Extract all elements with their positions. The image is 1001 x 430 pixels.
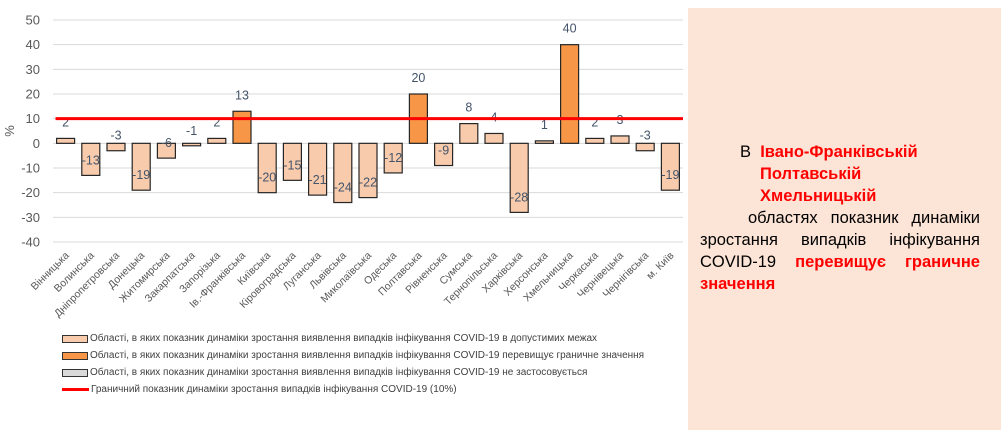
bar-3 xyxy=(131,142,151,191)
y-tick-label: -40 xyxy=(21,235,40,250)
bar-18 xyxy=(509,142,529,213)
data-label: -1 xyxy=(186,124,197,138)
bar-11 xyxy=(333,142,353,204)
bar-6 xyxy=(207,137,227,144)
data-label: 2 xyxy=(213,115,220,129)
summary-panel: В Івано-Франківській Полтавській Хмельни… xyxy=(688,8,1001,430)
data-label: -13 xyxy=(82,153,100,167)
data-label: 2 xyxy=(62,115,69,129)
legend-label: Граничний показник динаміки зростання ви… xyxy=(91,384,457,395)
bar-4 xyxy=(156,142,176,159)
legend-label: Області, в яких показник динаміки зроста… xyxy=(90,333,598,344)
bar-20 xyxy=(559,44,580,144)
y-tick-label: 30 xyxy=(26,62,40,77)
summary-prefix: В xyxy=(740,143,752,161)
y-tick-label: -30 xyxy=(21,210,40,225)
legend: Області, в яких показник динаміки зроста… xyxy=(62,330,644,398)
data-label: 20 xyxy=(411,71,425,85)
bar-0 xyxy=(55,137,76,144)
y-tick-label: 20 xyxy=(26,87,40,102)
data-label: -15 xyxy=(283,158,301,172)
data-label: -21 xyxy=(309,173,327,187)
data-label: -6 xyxy=(161,136,172,150)
region-ivano-frankivsk: Івано-Франківській xyxy=(760,143,918,161)
x-tick-label: м. Київ xyxy=(644,249,676,281)
y-tick-label: 50 xyxy=(26,13,40,28)
data-label: 1 xyxy=(541,118,548,132)
data-label: -22 xyxy=(359,176,377,190)
data-label: 40 xyxy=(563,22,577,36)
data-label: -9 xyxy=(438,144,449,158)
legend-swatch xyxy=(62,334,88,343)
summary-text: В Івано-Франківській Полтавській Хмельни… xyxy=(700,141,980,295)
bar-8 xyxy=(257,142,277,194)
data-label: -19 xyxy=(661,168,679,182)
y-tick-label: -20 xyxy=(21,185,40,200)
y-tick-label: 10 xyxy=(26,111,40,126)
bar-23 xyxy=(635,142,655,152)
data-label: 2 xyxy=(591,115,598,129)
legend-item-threshold: Граничний показник динаміки зростання ви… xyxy=(62,381,644,398)
bar-1 xyxy=(81,142,101,176)
summary-body: областях показник динаміки зростання вип… xyxy=(700,209,980,271)
y-axis-label: % xyxy=(2,125,17,137)
legend-swatch xyxy=(62,368,88,377)
bar-22 xyxy=(610,135,630,144)
data-label: -19 xyxy=(132,168,150,182)
region-khmelnytskyi: Хмельницькій xyxy=(760,187,877,205)
data-label: 13 xyxy=(235,88,249,102)
data-label: -24 xyxy=(334,181,352,195)
bar-7 xyxy=(232,110,252,144)
bar-2 xyxy=(106,142,126,152)
bar-16 xyxy=(459,122,479,144)
legend-item-exceeds: Області, в яких показник динаміки зроста… xyxy=(62,347,644,364)
y-tick-label: -10 xyxy=(21,161,40,176)
bar-24 xyxy=(660,142,681,191)
bar-12 xyxy=(358,142,378,199)
legend-line xyxy=(62,388,89,391)
legend-label: Області, в яких показник динаміки зроста… xyxy=(90,367,588,378)
data-label: -20 xyxy=(258,171,276,185)
bar-5 xyxy=(182,142,202,147)
legend-swatch xyxy=(62,351,88,360)
bar-9 xyxy=(282,142,302,181)
data-label: -12 xyxy=(384,151,402,165)
data-label: -3 xyxy=(640,129,651,143)
bar-15 xyxy=(434,142,454,167)
data-label: -3 xyxy=(110,129,121,143)
bar-21 xyxy=(585,137,605,144)
y-tick-label: 40 xyxy=(26,37,40,52)
bar-10 xyxy=(308,142,328,196)
legend-item-normal: Області, в яких показник динаміки зроста… xyxy=(62,330,644,347)
region-poltava: Полтавській xyxy=(760,165,862,183)
bar-chart: 50403020100-10-20-30-40%2Вінницька-13Вол… xyxy=(2,13,683,320)
legend-label: Області, в яких показник динаміки зроста… xyxy=(90,350,645,361)
legend-item-na: Області, в яких показник динаміки зроста… xyxy=(62,364,644,381)
bar-17 xyxy=(484,132,504,144)
data-label: 8 xyxy=(465,101,472,115)
data-label: -28 xyxy=(510,190,528,204)
summary-highlight: перевищує граничне значення xyxy=(700,253,980,293)
bar-13 xyxy=(383,142,403,174)
bar-19 xyxy=(534,140,555,144)
y-tick-label: 0 xyxy=(33,136,40,151)
